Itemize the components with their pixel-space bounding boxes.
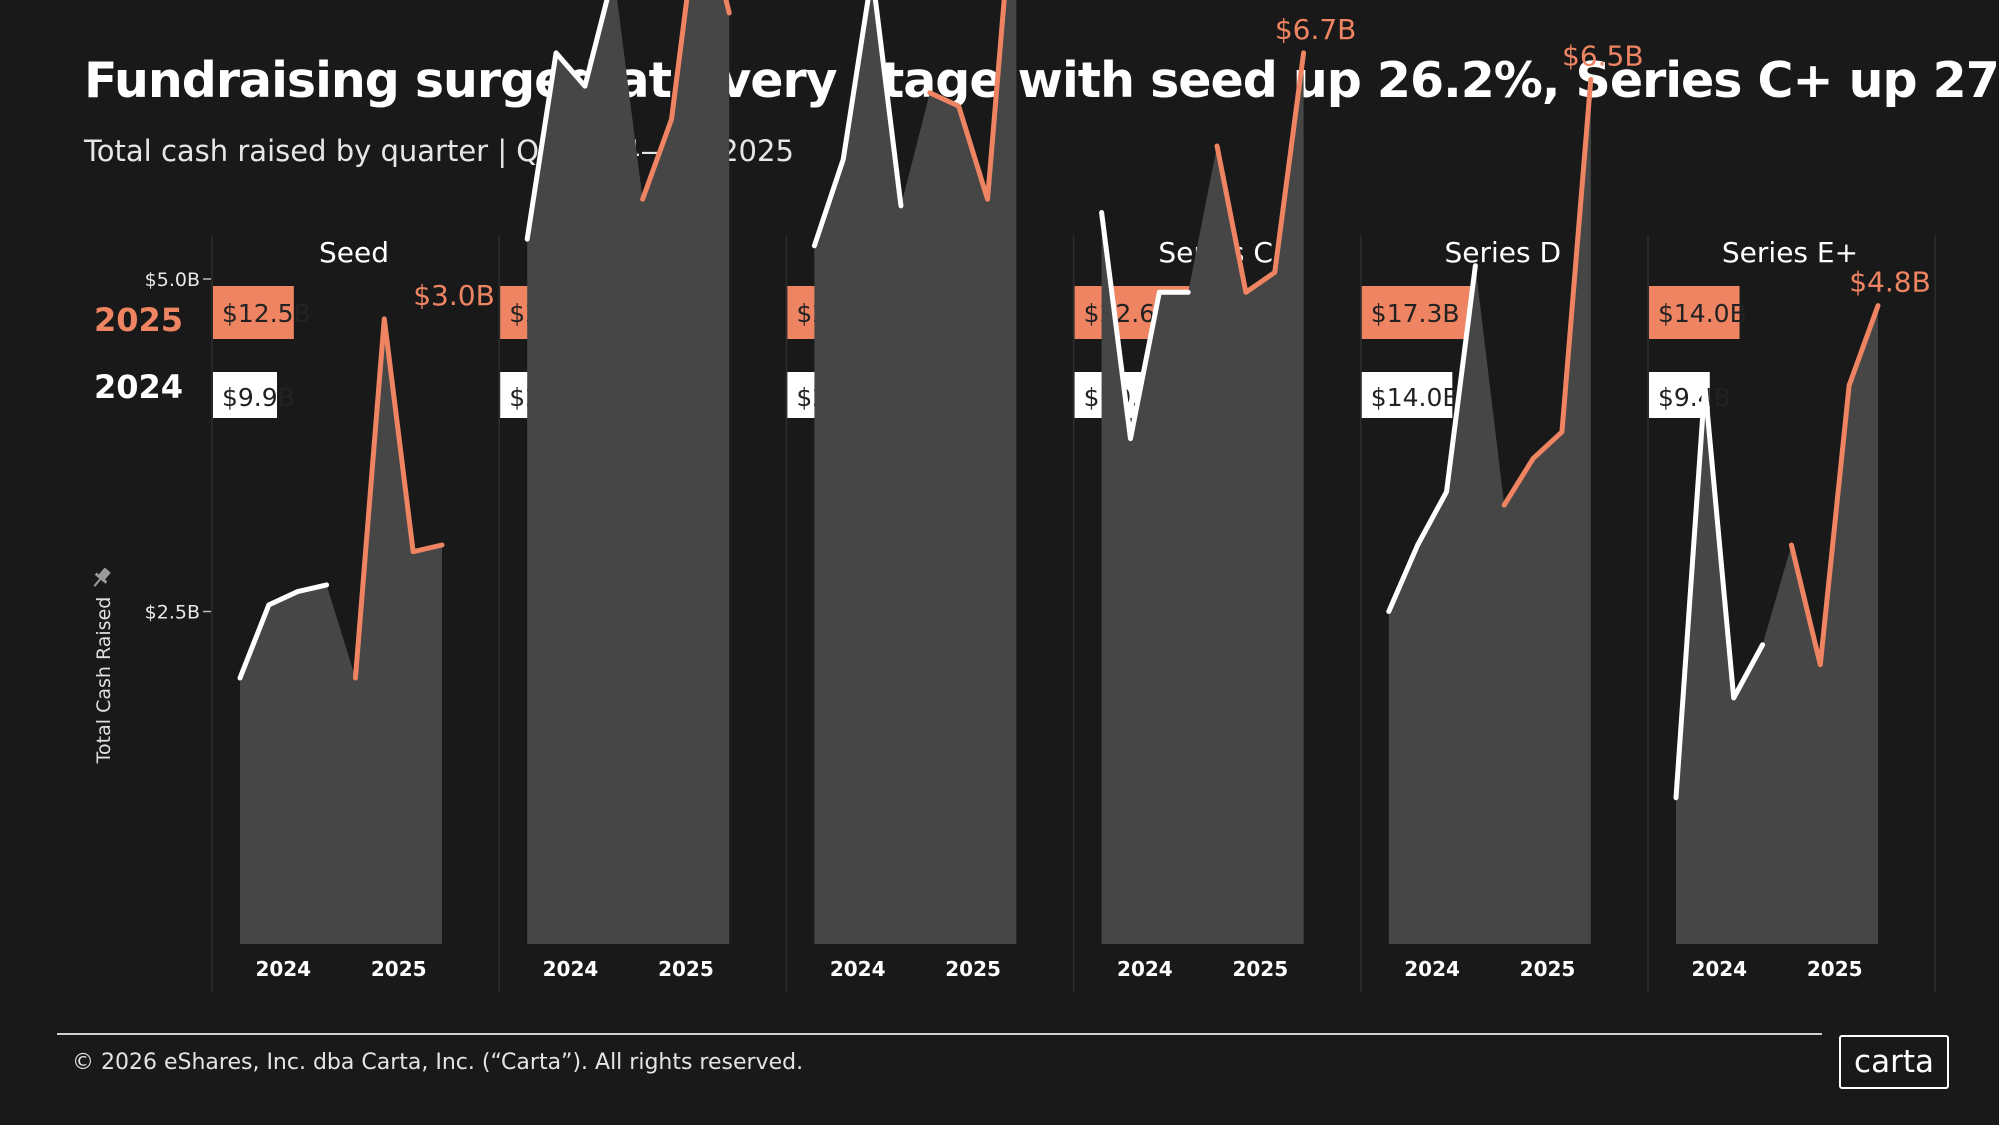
line-2025-seed	[352, 316, 445, 681]
total-2025-label-series-d: $17.3B	[1371, 299, 1460, 328]
x-tick-label: 2024	[1691, 957, 1747, 981]
line-2024-series-c	[1099, 210, 1191, 442]
line-2024-series-d	[1386, 263, 1478, 614]
line-2024-series-a	[524, 0, 610, 242]
line-2025-series-c	[1214, 50, 1307, 295]
y-tick-label: $5.0B	[145, 269, 200, 291]
panel-title-seed: Seed	[319, 236, 389, 269]
footer-divider	[57, 1033, 1822, 1035]
y-tick-label: $2.5B	[145, 602, 200, 624]
end-value-label-series-d: $6.5B	[1562, 40, 1644, 73]
x-tick-label: 2024	[830, 957, 886, 981]
copyright-notice: © 2026 eShares, Inc. dba Carta, Inc. (“C…	[72, 1050, 804, 1075]
total-2025-label-seed: $12.5B	[222, 299, 311, 328]
panel-title-series-d: Series D	[1445, 236, 1562, 269]
x-tick-label: 2025	[658, 957, 714, 981]
carta-logo: carta	[1839, 1035, 1949, 1089]
line-2025-series-e	[1788, 303, 1881, 668]
pin-icon	[93, 567, 111, 587]
area-fill-series-b	[814, 0, 1017, 944]
total-2025-bar-series-d	[1361, 286, 1474, 339]
x-tick-label: 2025	[1232, 957, 1288, 981]
area-fill-series-c	[1101, 52, 1304, 944]
line-2024-seed	[237, 582, 330, 681]
row-label-2024: 2024	[94, 368, 183, 406]
x-tick-label: 2024	[1117, 957, 1173, 981]
x-tick-label: 2025	[1520, 957, 1576, 981]
x-tick-label: 2024	[255, 957, 311, 981]
line-2024-series-e	[1673, 382, 1766, 801]
panel-title-series-e: Series E+	[1722, 236, 1858, 269]
end-value-label-series-e: $4.8B	[1849, 266, 1931, 299]
line-2025-series-d	[1501, 77, 1594, 508]
x-tick-label: 2024	[1404, 957, 1460, 981]
line-2025-series-b	[927, 0, 1007, 202]
total-2025-bar-seed	[213, 286, 294, 339]
row-label-2025: 2025	[94, 301, 183, 339]
x-tick-label: 2025	[371, 957, 427, 981]
x-tick-label: 2024	[543, 957, 599, 981]
total-2024-label-seed: $9.9B	[222, 383, 295, 412]
line-2024-series-b	[811, 0, 904, 249]
x-tick-label: 2025	[945, 957, 1001, 981]
total-2024-label-series-d: $14.0B	[1371, 383, 1460, 412]
total-2024-bar-series-e	[1649, 372, 1710, 418]
area-fill-series-a	[527, 0, 730, 944]
total-2025-bar-series-e	[1649, 286, 1740, 339]
end-value-label-seed: $3.0B	[413, 279, 495, 312]
chart-title: Fundraising surged at every stage with s…	[84, 52, 1999, 109]
end-value-label-series-c: $6.7B	[1275, 13, 1357, 46]
area-fill-seed	[240, 318, 442, 944]
area-fill-series-d	[1388, 79, 1591, 944]
line-2025-series-a	[640, 0, 732, 202]
total-2024-bar-seed	[213, 372, 278, 418]
area-fill-series-e	[1676, 305, 1878, 945]
y-axis-title: Total Cash Raised	[93, 597, 115, 765]
total-2025-label-series-e: $14.0B	[1658, 299, 1747, 328]
total-2024-label-series-e: $9.4B	[1658, 383, 1731, 412]
total-2024-bar-series-d	[1361, 372, 1453, 418]
x-tick-label: 2025	[1807, 957, 1863, 981]
